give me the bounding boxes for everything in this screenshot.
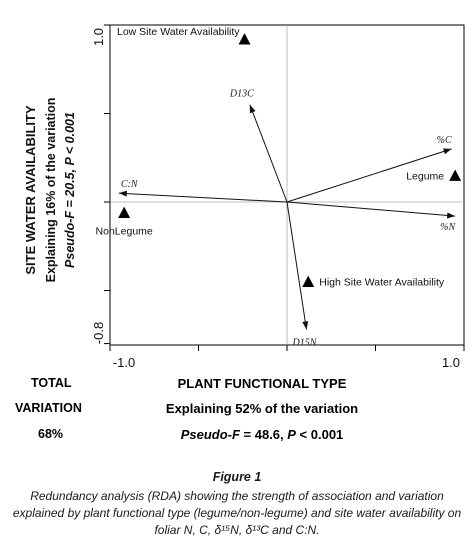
arrow-label: %C (437, 135, 452, 146)
arrow-d15n (286, 201, 307, 330)
figure-caption: Redundancy analysis (RDA) showing the st… (12, 489, 462, 537)
y-tick-bottom: -0.8 (91, 322, 106, 344)
x-tick-left: -1.0 (113, 355, 135, 370)
x-axis-subtitle: Explaining 52% of the variation (165, 401, 359, 416)
total-variation-value: 68% (38, 427, 64, 441)
figure-title: Figure 1 (212, 470, 262, 484)
y-tick-top: 1.0 (91, 28, 106, 46)
loading-arrows: D13C %C C:N %N D15N (118, 89, 456, 348)
point-marker (118, 206, 131, 219)
arrow-n (286, 201, 456, 217)
y-axis-title: SITE WATER AVAILABILITY (23, 105, 38, 275)
arrow-d13c (249, 104, 288, 203)
arrow-label: %N (440, 222, 456, 233)
point-marker (449, 169, 462, 181)
x-axis-stat: Pseudo-F = 48.6, P < 0.001 (180, 427, 344, 442)
arrowhead (446, 212, 456, 219)
arrow-label: D13C (229, 89, 254, 100)
arrowhead (302, 321, 309, 330)
site-points: Low Site Water Availability Legume NonLegu… (96, 26, 462, 289)
arrow-cn (118, 192, 288, 203)
arrowhead (118, 190, 127, 197)
y-axis-subtitle: Explaining 16% of the variation (44, 98, 58, 283)
x-tick-right: 1.0 (442, 355, 460, 370)
point-label: NonLegume (96, 226, 153, 238)
point-marker (238, 33, 251, 45)
arrow-label: C:N (121, 179, 139, 190)
rda-biplot: D13C %C C:N %N D15N Low Site Water Availabil… (23, 24, 465, 370)
point-label: High Site Water Availability (319, 277, 445, 289)
total-variation-label-line2: VARIATION (15, 401, 82, 415)
arrow-label: D15N (292, 337, 318, 348)
x-axis-title: PLANT FUNCTIONAL TYPE (177, 376, 347, 391)
point-label: Low Site Water Availability (117, 26, 240, 38)
arrowhead (443, 148, 452, 155)
arrowhead (249, 104, 256, 114)
y-axis-stat: Pseudo-F = 20.5, P < 0.001 (63, 112, 77, 268)
point-label: Legume (406, 170, 444, 182)
total-variation-label-line1: TOTAL (31, 376, 72, 390)
arrow-c (286, 148, 452, 203)
point-marker (302, 275, 315, 288)
axis-ticks (104, 24, 465, 351)
